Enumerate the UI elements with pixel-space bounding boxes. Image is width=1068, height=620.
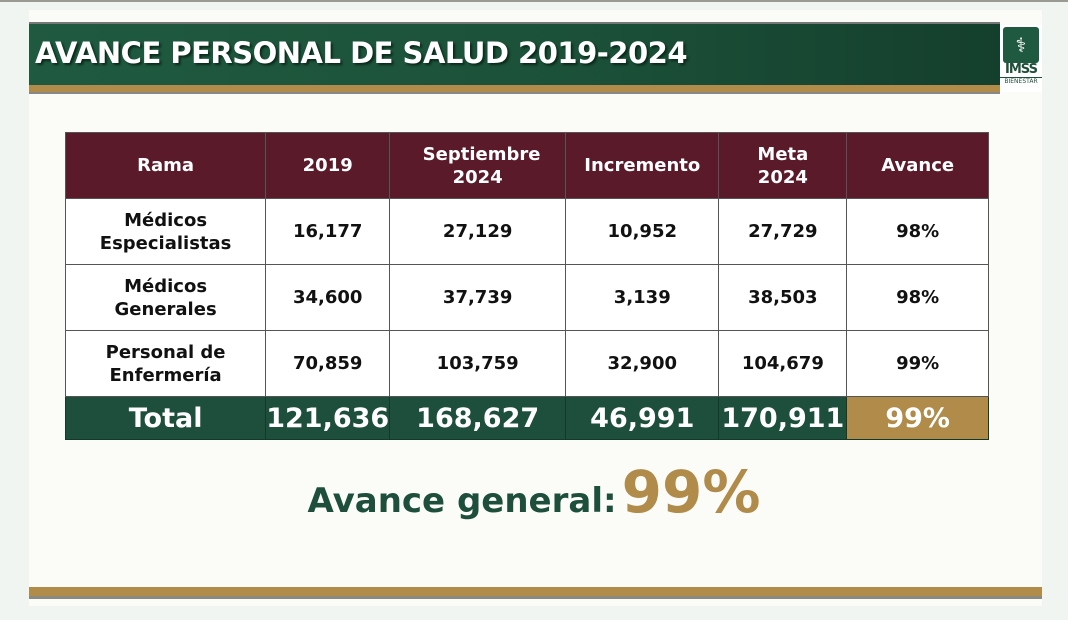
cell-text: Personal de Enfermería — [105, 341, 226, 386]
logo-subtext: BIENESTAR — [1000, 77, 1042, 85]
total-cell: 168,627 — [389, 396, 567, 440]
total-cell: 121,636 — [265, 396, 391, 440]
table-row: Médicos Generales 34,600 37,739 3,139 38… — [64, 264, 989, 331]
emblem-icon: ⚕ — [1003, 27, 1039, 63]
cell: 32,900 — [565, 330, 720, 397]
col-header: Rama — [64, 132, 267, 199]
cell: 38,503 — [718, 264, 848, 331]
cell: 99% — [846, 330, 989, 397]
total-cell: 46,991 — [565, 396, 720, 440]
cell: 34,600 — [265, 264, 391, 331]
col-header-text: Meta 2024 — [757, 143, 809, 188]
table-header: Rama 2019 Septiembre 2024 Incremento Met… — [64, 132, 989, 199]
col-header: Avance — [846, 132, 989, 199]
cell: 98% — [846, 198, 989, 265]
col-header-text: Septiembre 2024 — [422, 143, 541, 188]
cell: 98% — [846, 264, 989, 331]
cell: 37,739 — [389, 264, 567, 331]
title-banner: AVANCE PERSONAL DE SALUD 2019-2024 — [29, 22, 1000, 87]
table-row: Médicos Especialistas 16,177 27,129 10,9… — [64, 198, 989, 265]
cell: 3,139 — [565, 264, 720, 331]
cell: 70,859 — [265, 330, 391, 397]
cell: 103,759 — [389, 330, 567, 397]
col-header: 2019 — [265, 132, 391, 199]
cell-rama: Médicos Generales — [64, 264, 267, 331]
total-cell: 170,911 — [718, 396, 848, 440]
staff-table: Rama 2019 Septiembre 2024 Incremento Met… — [64, 132, 989, 440]
cell-rama: Médicos Especialistas — [64, 198, 267, 265]
cell-text: Médicos Especialistas — [99, 209, 232, 254]
banner-stripe — [29, 85, 1000, 94]
page-title: AVANCE PERSONAL DE SALUD 2019-2024 — [35, 36, 688, 70]
cell: 10,952 — [565, 198, 720, 265]
total-label: Total — [64, 396, 267, 440]
cell: 27,729 — [718, 198, 848, 265]
imss-bienestar-logo: ⚕ IMSS BIENESTAR — [1000, 25, 1042, 92]
top-border — [0, 0, 1068, 2]
cell: 16,177 — [265, 198, 391, 265]
bottom-stripe — [29, 587, 1042, 599]
logo-text: IMSS — [1005, 62, 1038, 77]
col-header: Meta 2024 — [718, 132, 848, 199]
table-row: Personal de Enfermería 70,859 103,759 32… — [64, 330, 989, 397]
cell-text: Médicos Generales — [114, 275, 217, 320]
general-progress-value: 99% — [621, 458, 761, 526]
general-progress: Avance general: 99% — [0, 458, 1068, 526]
col-header: Incremento — [565, 132, 720, 199]
total-row: Total 121,636 168,627 46,991 170,911 99% — [64, 396, 989, 440]
general-progress-label: Avance general: — [307, 481, 617, 521]
total-avance: 99% — [846, 396, 989, 440]
cell-rama: Personal de Enfermería — [64, 330, 267, 397]
col-header: Septiembre 2024 — [389, 132, 567, 199]
cell: 104,679 — [718, 330, 848, 397]
cell: 27,129 — [389, 198, 567, 265]
